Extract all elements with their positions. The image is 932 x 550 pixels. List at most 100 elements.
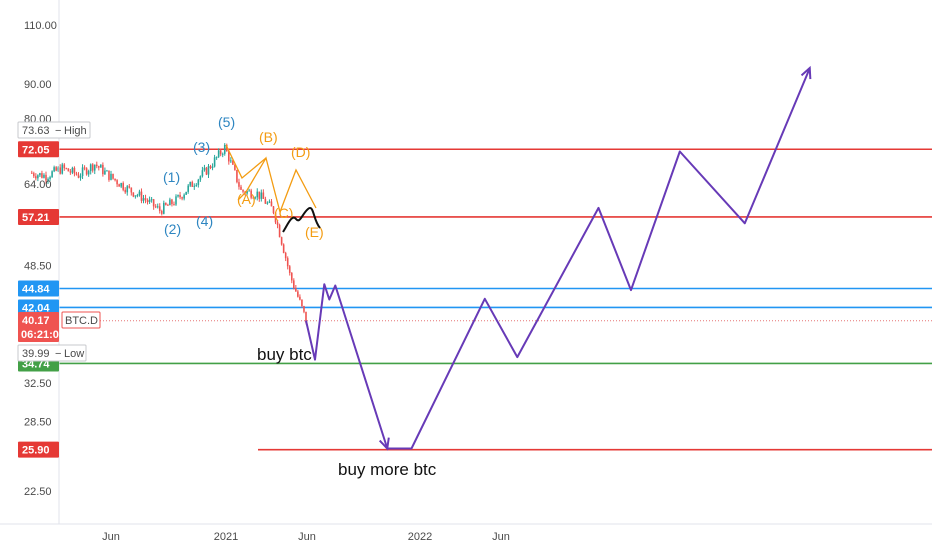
price-tag-label: 44.84	[22, 284, 50, 296]
y-tick-label: 110.00	[24, 20, 57, 32]
candle-body	[140, 191, 143, 201]
candle-body	[59, 167, 62, 174]
low-dash: −	[55, 348, 61, 360]
y-tick-label: 22.50	[24, 486, 52, 498]
candle-body	[268, 201, 271, 203]
y-axis: 110.0090.0080.0064.0048.5032.5028.5022.5…	[24, 0, 60, 524]
candle-body	[207, 166, 210, 175]
wave-label: (1)	[163, 169, 180, 185]
candle-body	[73, 167, 76, 174]
black-squiggle	[282, 207, 321, 233]
y-tick-label: 48.50	[24, 260, 52, 272]
price-tag-label: 25.90	[22, 445, 50, 457]
candle-body	[156, 206, 159, 208]
candle-body	[175, 196, 177, 205]
candle-body	[284, 252, 287, 259]
abcde-line	[225, 144, 267, 180]
annotation-buy-btc: buy btc	[257, 345, 312, 364]
candle-body	[63, 164, 66, 169]
candle-body	[100, 164, 102, 168]
x-axis: Jun 2021 Jun 2022 Jun	[102, 531, 510, 543]
candle-body	[95, 164, 98, 167]
candle-body	[85, 168, 88, 175]
candle-body	[98, 166, 100, 168]
candle-body	[67, 168, 70, 172]
candle-body	[71, 167, 74, 173]
candle-body	[299, 296, 301, 300]
current-price-value: 40.17	[22, 315, 50, 327]
candle-body	[181, 197, 183, 199]
candle-body	[57, 167, 59, 171]
candle-body	[225, 144, 228, 152]
candle-body	[45, 174, 47, 181]
candle-body	[193, 185, 196, 187]
symbol-tag: BTC.D	[65, 315, 98, 327]
candle-body	[132, 192, 135, 197]
low-value: 39.99	[22, 348, 50, 360]
candle-body	[246, 191, 248, 194]
candle-body	[163, 202, 165, 214]
candle-body	[209, 166, 212, 169]
annotation-buy-more-btc: buy more btc	[338, 460, 437, 479]
candle-body	[142, 198, 145, 201]
price-history	[30, 143, 307, 325]
candle-body	[126, 186, 129, 193]
candle-body	[53, 167, 55, 172]
candle-body	[234, 164, 236, 170]
candle-body	[148, 199, 151, 203]
x-tick-label: Jun	[102, 531, 120, 543]
candle-body	[30, 172, 33, 174]
candle-body	[297, 291, 299, 297]
projection-line	[305, 67, 811, 450]
candle-body	[130, 187, 133, 193]
candle-body	[39, 173, 41, 176]
abcde-label: (E)	[305, 224, 324, 240]
candle-body	[124, 189, 127, 193]
candle-body	[301, 299, 303, 307]
candle-body	[146, 200, 149, 203]
candle-body	[252, 197, 254, 199]
candle-body	[47, 178, 49, 181]
candle-body	[167, 204, 169, 206]
price-tag	[18, 141, 59, 158]
candle-body	[89, 164, 92, 172]
candle-body	[177, 195, 179, 197]
abcde-line	[237, 156, 317, 215]
current-price-tag: 40.17 06:21:03 BTC.D	[18, 311, 101, 342]
candle-body	[79, 175, 82, 178]
wave-label: (2)	[164, 221, 181, 237]
arrow-head	[378, 437, 390, 451]
candle-body	[104, 170, 106, 175]
candle-body	[256, 191, 259, 198]
price-level-lines	[59, 148, 932, 451]
candle-body	[228, 151, 230, 162]
candle-body	[116, 180, 118, 185]
candle-body	[189, 181, 192, 186]
candle-body	[43, 174, 45, 178]
price-tag	[18, 299, 59, 316]
candle-body	[49, 177, 51, 179]
candle-body	[295, 288, 297, 292]
candle-body	[173, 204, 175, 206]
projection-path	[305, 65, 812, 451]
candle-body	[154, 206, 157, 208]
candle-body	[195, 184, 198, 186]
candle-body	[213, 157, 216, 167]
candle-body	[278, 224, 281, 238]
candle-body	[185, 191, 187, 195]
high-tag: 73.63 − High	[17, 121, 91, 139]
y-tick-label: 28.50	[24, 417, 52, 429]
candle-body	[197, 179, 200, 185]
candle-body	[232, 160, 234, 165]
candle-body	[171, 199, 173, 205]
candle-body	[138, 191, 141, 196]
candle-body	[238, 182, 240, 187]
candle-body	[118, 184, 120, 187]
candle-body	[264, 198, 267, 204]
price-tag	[18, 208, 59, 225]
candle-body	[102, 164, 104, 175]
candle-body	[230, 160, 232, 162]
candle-body	[122, 183, 124, 190]
elliott-wave-labels: (1) (2) (3) (4) (5)	[163, 114, 235, 237]
